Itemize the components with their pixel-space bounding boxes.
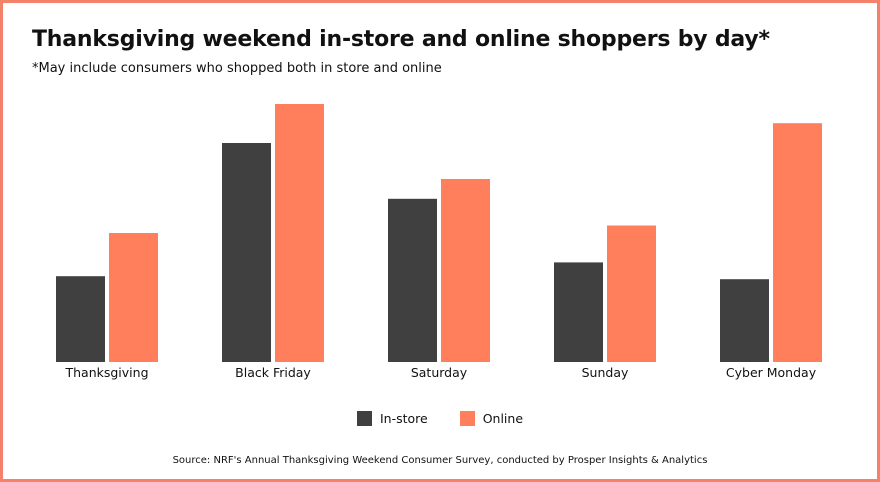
- legend: In-store Online: [0, 411, 880, 429]
- chart-subtitle: *May include consumers who shopped both …: [32, 61, 442, 76]
- bar-in-store-saturday: [388, 198, 437, 362]
- legend-item-in-store: In-store: [356, 411, 428, 426]
- legend-swatch-online: [459, 411, 475, 426]
- bar-online-cyber-monday: [773, 123, 822, 362]
- bar-in-store-cyber-monday: [720, 279, 769, 362]
- legend-label-online: Online: [482, 411, 524, 426]
- x-tick-label: Sunday: [582, 365, 629, 380]
- x-tick-label: Cyber Monday: [726, 365, 817, 380]
- legend-label-in-store: In-store: [379, 411, 428, 426]
- bar-online-saturday: [441, 179, 490, 362]
- chart-title: Thanksgiving weekend in-store and online…: [32, 27, 770, 52]
- source-note: Source: NRF's Annual Thanksgiving Weeken…: [172, 455, 708, 466]
- x-tick-label: Saturday: [411, 365, 468, 380]
- legend-swatch-in-store: [356, 411, 372, 426]
- bar-online-black-friday: [275, 104, 324, 362]
- x-tick-label: Black Friday: [235, 365, 311, 380]
- bar-in-store-sunday: [554, 262, 603, 362]
- x-tick-label: Thanksgiving: [64, 365, 148, 380]
- bar-in-store-thanksgiving: [56, 276, 105, 362]
- bar-online-thanksgiving: [109, 233, 158, 362]
- bar-chart: Thanksgiving Black Friday Saturday Sunday Cy…: [56, 104, 822, 380]
- legend-item-online: Online: [459, 411, 524, 426]
- bar-in-store-black-friday: [222, 143, 271, 362]
- bar-online-sunday: [607, 225, 656, 362]
